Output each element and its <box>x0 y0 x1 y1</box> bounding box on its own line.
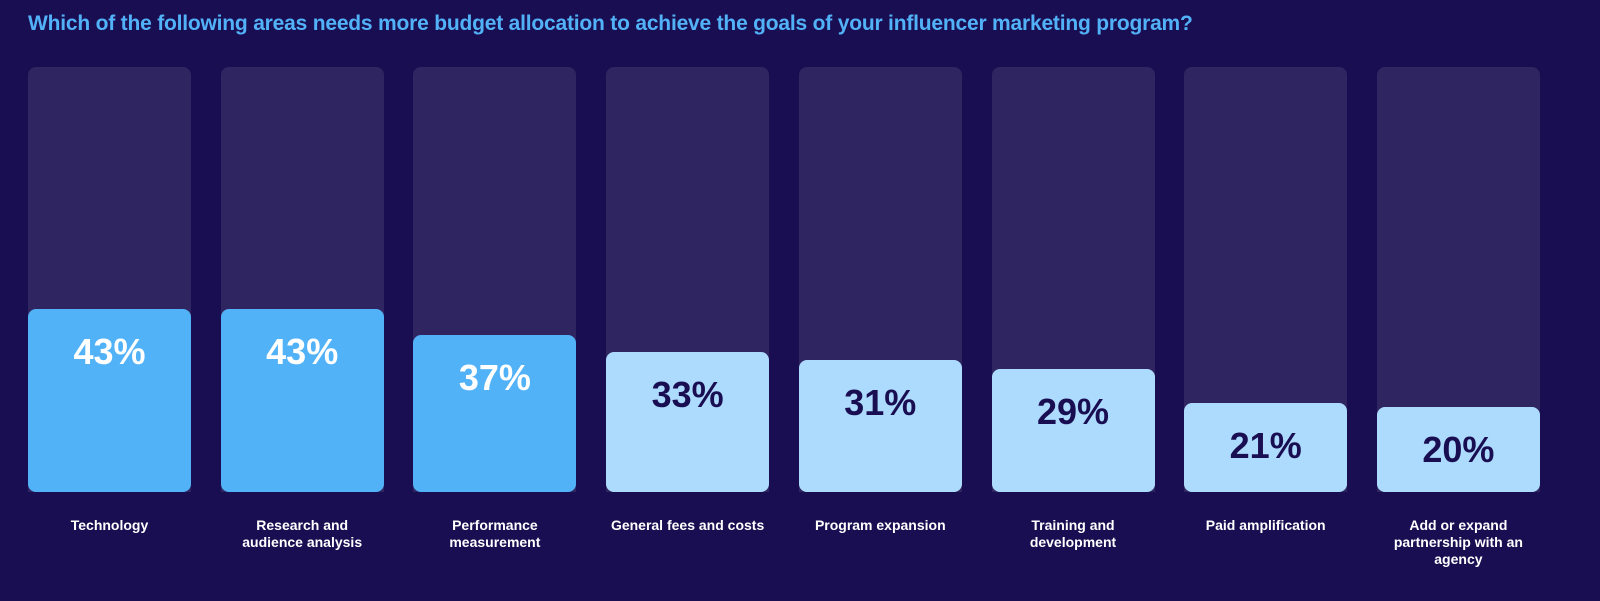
bar: 43% <box>28 309 191 492</box>
bar: 43% <box>220 309 384 492</box>
category-label: Add or expand partnership with an agency <box>1393 517 1523 567</box>
data-label: 21% <box>1229 424 1302 466</box>
data-label: 33% <box>651 373 724 415</box>
data-label: 20% <box>1422 429 1495 470</box>
bar: 21% <box>1184 402 1348 492</box>
data-label: 43% <box>73 331 146 373</box>
bar: 33% <box>606 351 770 492</box>
data-label: 43% <box>266 331 339 373</box>
data-label: 29% <box>1036 390 1110 432</box>
chart-title: Which of the following areas needs more … <box>28 12 1193 35</box>
category-label: Training and development <box>1029 517 1117 550</box>
data-label: 37% <box>458 356 531 398</box>
bar: 29% <box>991 368 1155 492</box>
category-label: Paid amplification <box>1205 517 1326 533</box>
category-label: General fees and costs <box>610 517 765 533</box>
category-label: Performance measurement <box>449 517 541 550</box>
bar: 20% <box>1376 407 1540 492</box>
bar: 31% <box>798 360 962 492</box>
category-label: Research and audience analysis <box>242 517 363 550</box>
category-label: Program expansion <box>814 517 946 533</box>
category-label: Technology <box>70 517 149 533</box>
bar: 37% <box>413 334 577 492</box>
data-label: 31% <box>844 382 917 424</box>
